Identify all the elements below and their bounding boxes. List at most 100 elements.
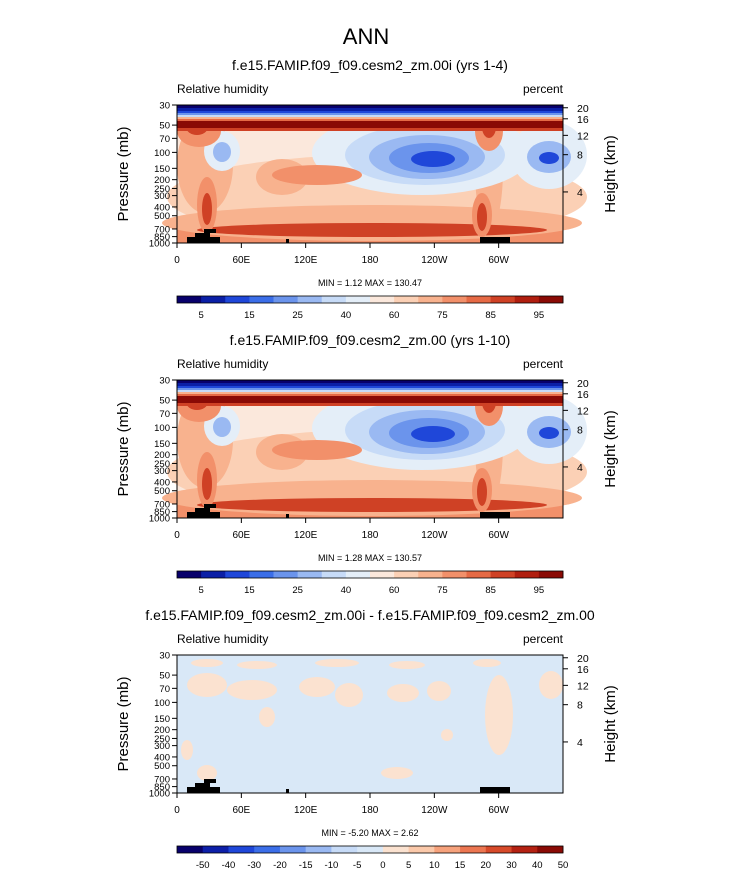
colorbar-label: -5 bbox=[353, 860, 361, 871]
colorbar-label: 25 bbox=[292, 310, 303, 321]
colorbar-label: -30 bbox=[247, 860, 261, 871]
y-tick-label: 1000 bbox=[149, 239, 170, 250]
y2-tick-label: 12 bbox=[577, 405, 589, 417]
x-tick-label: 0 bbox=[174, 530, 180, 541]
x-tick-label: 0 bbox=[174, 255, 180, 266]
y-tick-label: 250 bbox=[154, 459, 170, 470]
colorbar-label: 60 bbox=[389, 585, 400, 596]
min-max-stats: MIN = 1.12 MAX = 130.47 bbox=[318, 278, 422, 288]
colorbar-swatch bbox=[177, 571, 202, 578]
colorbar-swatch bbox=[514, 571, 540, 578]
colorbar-swatch bbox=[225, 571, 250, 578]
colorbar-label: -20 bbox=[273, 860, 287, 871]
variable-label: Relative humidity bbox=[177, 82, 268, 96]
y2-tick-label: 12 bbox=[577, 130, 589, 142]
colorbar-swatch bbox=[442, 571, 467, 578]
colorbar-swatch bbox=[345, 296, 371, 303]
y-tick-label: 30 bbox=[159, 101, 170, 112]
colorbar-swatch bbox=[370, 571, 395, 578]
x-tick-label: 60W bbox=[488, 805, 509, 816]
colorbar-swatch bbox=[466, 571, 492, 578]
y2-tick-label: 4 bbox=[577, 187, 583, 199]
colorbar-label: 50 bbox=[558, 860, 569, 871]
y2-axis-label: Height (km) bbox=[602, 135, 619, 213]
colorbar-label: 85 bbox=[485, 585, 496, 596]
x-tick-label: 60W bbox=[488, 255, 509, 266]
colorbar-swatch bbox=[177, 296, 202, 303]
min-max-stats: MIN = 1.28 MAX = 130.57 bbox=[318, 553, 422, 563]
y-tick-label: 300 bbox=[154, 741, 170, 752]
colorbar-swatch bbox=[297, 296, 323, 303]
colorbar-swatch bbox=[370, 296, 395, 303]
colorbar-swatch bbox=[249, 296, 274, 303]
colorbar-swatch bbox=[442, 296, 467, 303]
colorbar-label: 0 bbox=[380, 860, 385, 871]
y-tick-label: 250 bbox=[154, 734, 170, 745]
panel-title: f.e15.FAMIP.f09_f09.cesm2_zm.00 (yrs 1-1… bbox=[230, 332, 511, 348]
x-tick-label: 120E bbox=[294, 805, 318, 816]
variable-label: Relative humidity bbox=[177, 632, 268, 646]
colorbar-label: 20 bbox=[481, 860, 492, 871]
min-max-stats: MIN = -5.20 MAX = 2.62 bbox=[321, 828, 418, 838]
y-tick-label: 1000 bbox=[149, 514, 170, 525]
colorbar-swatch bbox=[201, 296, 226, 303]
colorbar-label: -40 bbox=[222, 860, 236, 871]
y-tick-label: 200 bbox=[154, 725, 170, 736]
y-tick-label: 200 bbox=[154, 450, 170, 461]
colorbar-swatch bbox=[321, 296, 347, 303]
colorbar-swatch bbox=[418, 571, 443, 578]
x-tick-label: 120W bbox=[421, 255, 448, 266]
y-tick-label: 50 bbox=[159, 396, 170, 407]
units-label: percent bbox=[523, 357, 564, 371]
y-tick-label: 150 bbox=[154, 714, 170, 725]
y-axis-label: Pressure (mb) bbox=[115, 676, 132, 771]
y-tick-label: 300 bbox=[154, 466, 170, 477]
x-tick-label: 0 bbox=[174, 805, 180, 816]
units-label: percent bbox=[523, 632, 564, 646]
colorbar-label: 40 bbox=[341, 585, 352, 596]
x-tick-label: 120W bbox=[421, 530, 448, 541]
colorbar-swatch bbox=[466, 296, 492, 303]
colorbar-swatch bbox=[177, 846, 204, 853]
colorbar-swatch bbox=[434, 846, 461, 853]
y-tick-label: 150 bbox=[154, 164, 170, 175]
colorbar-label: 75 bbox=[437, 585, 448, 596]
x-tick-label: 60W bbox=[488, 530, 509, 541]
colorbar-swatch bbox=[394, 296, 419, 303]
colorbar-label: 40 bbox=[532, 860, 543, 871]
x-tick-label: 120E bbox=[294, 255, 318, 266]
y-tick-label: 700 bbox=[154, 224, 170, 235]
colorbar-label: -15 bbox=[299, 860, 313, 871]
y-tick-label: 850 bbox=[154, 507, 170, 518]
colorbar-swatch bbox=[297, 571, 323, 578]
y-tick-label: 30 bbox=[159, 376, 170, 387]
y-tick-label: 1000 bbox=[149, 789, 170, 800]
y-tick-label: 700 bbox=[154, 774, 170, 785]
y-tick-label: 70 bbox=[159, 134, 170, 145]
colorbar-swatch bbox=[273, 296, 299, 303]
y-tick-label: 100 bbox=[154, 148, 170, 159]
x-tick-label: 180 bbox=[362, 805, 379, 816]
colorbar-swatch bbox=[408, 846, 435, 853]
colorbar-swatch bbox=[345, 571, 371, 578]
colorbar-swatch bbox=[254, 846, 281, 853]
y-tick-label: 50 bbox=[159, 671, 170, 682]
colorbar-swatch bbox=[511, 846, 538, 853]
y2-tick-label: 16 bbox=[577, 114, 589, 126]
colorbar-swatch bbox=[490, 296, 516, 303]
y2-tick-label: 16 bbox=[577, 664, 589, 676]
y-tick-label: 400 bbox=[154, 477, 170, 488]
contour-field bbox=[162, 380, 587, 518]
y2-tick-label: 12 bbox=[577, 680, 589, 692]
y-tick-label: 700 bbox=[154, 499, 170, 510]
y-tick-label: 30 bbox=[159, 651, 170, 662]
colorbar-swatch bbox=[249, 571, 274, 578]
panel-3: f.e15.FAMIP.f09_f09.cesm2_zm.00i - f.e15… bbox=[115, 607, 619, 871]
colorbar-swatch bbox=[538, 571, 564, 578]
y-tick-label: 50 bbox=[159, 121, 170, 132]
y2-tick-label: 16 bbox=[577, 389, 589, 401]
page-title: ANN bbox=[343, 24, 389, 49]
colorbar-label: 75 bbox=[437, 310, 448, 321]
colorbar-swatch bbox=[279, 846, 307, 853]
